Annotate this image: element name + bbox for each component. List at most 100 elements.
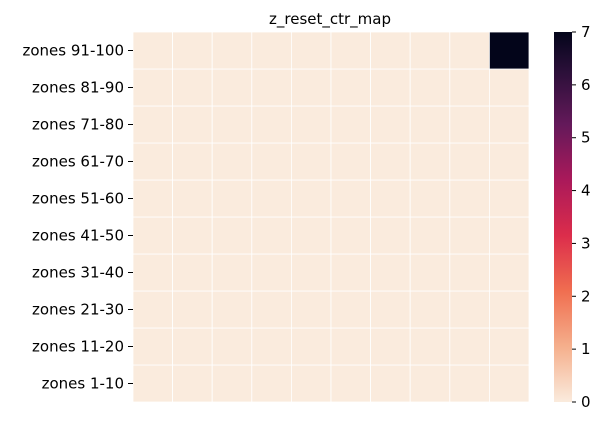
heatmap-cell — [409, 68, 451, 107]
heatmap-cell — [172, 105, 213, 144]
heatmap-cell — [211, 31, 253, 70]
heatmap-cell — [132, 327, 173, 366]
heatmap-cell — [251, 179, 292, 218]
colorbar-tick-label: 7 — [581, 23, 591, 41]
heatmap-cells — [132, 31, 530, 403]
heatmap-cell — [330, 68, 371, 107]
heatmap-cell — [370, 290, 411, 329]
heatmap-cell — [449, 68, 490, 107]
heatmap-cell — [330, 31, 371, 70]
heatmap-cell — [251, 68, 292, 107]
heatmap-cell — [488, 216, 530, 255]
heatmap-cell — [132, 68, 173, 107]
heatmap-cell — [488, 31, 530, 70]
heatmap-cell — [449, 105, 490, 144]
heatmap-cell — [211, 105, 253, 144]
heatmap-cell — [330, 253, 371, 292]
colorbar-tick-label: 4 — [581, 182, 591, 200]
y-tick-label: zones 51-60 — [32, 190, 124, 208]
heatmap-cell — [409, 31, 451, 70]
heatmap-cell — [370, 68, 411, 107]
heatmap-cell — [409, 216, 451, 255]
heatmap-cell — [290, 216, 332, 255]
heatmap-cell — [290, 364, 332, 403]
heatmap-cell — [211, 290, 253, 329]
heatmap-cell — [211, 364, 253, 403]
heatmap-cell — [488, 179, 530, 218]
y-tick-label: zones 31-40 — [32, 264, 124, 282]
colorbar-tick-label: 2 — [581, 287, 591, 305]
heatmap-cell — [132, 290, 173, 329]
heatmap-cell — [290, 253, 332, 292]
heatmap-cell — [330, 105, 371, 144]
heatmap-cell — [251, 31, 292, 70]
heatmap-cell — [290, 327, 332, 366]
heatmap-cell — [449, 290, 490, 329]
y-tick-label: zones 1-10 — [42, 375, 124, 393]
colorbar-tick-label: 5 — [581, 129, 591, 147]
heatmap-cell — [172, 327, 213, 366]
heatmap-cell — [488, 364, 530, 403]
heatmap-cell — [251, 290, 292, 329]
heatmap-cell — [290, 290, 332, 329]
heatmap-cell — [370, 364, 411, 403]
heatmap-cell — [488, 290, 530, 329]
y-axis: zones 1-10 zones 11-20 zones 21-30 zones 31… — [23, 42, 133, 393]
heatmap-cell — [488, 68, 530, 107]
heatmap-cell — [132, 364, 173, 403]
y-tick-label: zones 91-100 — [23, 42, 125, 60]
colorbar — [554, 32, 572, 402]
heatmap-cell — [449, 216, 490, 255]
y-tick-label: zones 61-70 — [32, 153, 124, 171]
y-tick-label: zones 21-30 — [32, 301, 124, 319]
heatmap-cell — [330, 364, 371, 403]
heatmap-cell — [211, 142, 253, 181]
heatmap-cell — [251, 253, 292, 292]
heatmap-cell — [172, 290, 213, 329]
heatmap-cell — [449, 327, 490, 366]
heatmap-cell — [370, 253, 411, 292]
heatmap-cell — [172, 253, 213, 292]
heatmap-cell — [409, 142, 451, 181]
heatmap-cell — [370, 105, 411, 144]
heatmap-cell — [488, 253, 530, 292]
heatmap-cell — [132, 31, 173, 70]
heatmap-cell — [409, 364, 451, 403]
heatmap-cell — [449, 179, 490, 218]
colorbar-tick-label: 1 — [581, 340, 591, 358]
heatmap-cell — [211, 253, 253, 292]
heatmap-cell — [290, 142, 332, 181]
colorbar-tick-label: 6 — [581, 76, 591, 94]
colorbar-tick-label: 3 — [581, 234, 591, 252]
heatmap-cell — [409, 290, 451, 329]
heatmap-cell — [370, 31, 411, 70]
heatmap-cell — [370, 327, 411, 366]
heatmap-cell — [290, 31, 332, 70]
heatmap-cell — [409, 253, 451, 292]
heatmap-cell — [330, 216, 371, 255]
heatmap-cell — [172, 31, 213, 70]
heatmap-cell — [172, 364, 213, 403]
heatmap-cell — [330, 327, 371, 366]
heatmap-cell — [251, 105, 292, 144]
heatmap-cell — [370, 142, 411, 181]
chart-title: z_reset_ctr_map — [269, 10, 391, 29]
heatmap-cell — [251, 142, 292, 181]
heatmap-cell — [409, 105, 451, 144]
heatmap-cell — [488, 142, 530, 181]
heatmap-cell — [330, 142, 371, 181]
heatmap-cell — [172, 216, 213, 255]
y-tick-label: zones 11-20 — [32, 338, 124, 356]
heatmap-cell — [132, 105, 173, 144]
heatmap-cell — [251, 327, 292, 366]
heatmap-cell — [251, 364, 292, 403]
y-tick-label: zones 41-50 — [32, 227, 124, 245]
heatmap-cell — [488, 327, 530, 366]
heatmap-cell — [211, 179, 253, 218]
heatmap-cell — [172, 142, 213, 181]
heatmap-cell — [211, 68, 253, 107]
colorbar-ticks: 0 1 2 3 4 5 6 7 — [572, 23, 591, 411]
heatmap-cell — [172, 179, 213, 218]
heatmap-cell — [330, 179, 371, 218]
